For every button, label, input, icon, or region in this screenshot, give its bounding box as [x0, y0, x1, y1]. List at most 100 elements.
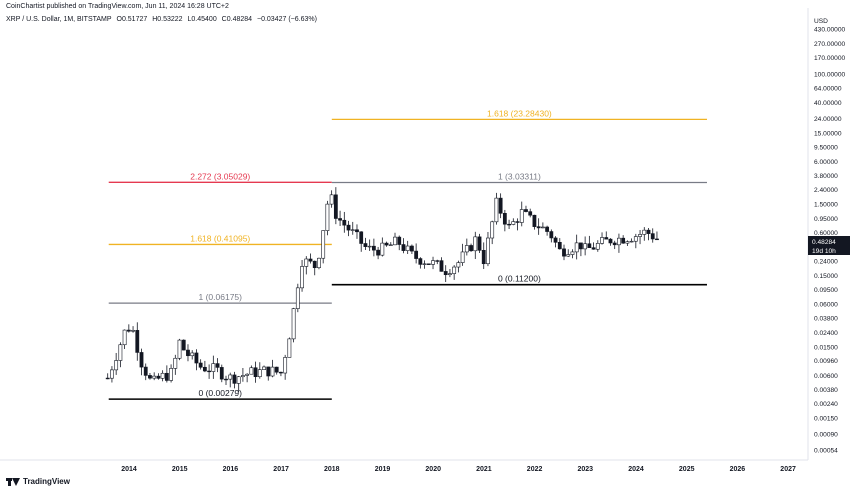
candle-body — [143, 366, 148, 376]
candle-body — [249, 367, 254, 375]
candle-body — [376, 249, 381, 256]
level-label: 0 (0.11200) — [498, 274, 541, 284]
candle-body — [515, 221, 520, 223]
x-tick-label: 2023 — [578, 466, 594, 473]
candle-body — [211, 363, 216, 372]
candle-body — [236, 376, 241, 384]
y-tick-label: 24.00000 — [814, 116, 842, 123]
y-tick-label: 0.00090 — [814, 432, 838, 439]
level-label: 2.272 (3.05029) — [190, 171, 250, 181]
time-axis: 2014 2015 2016 2017 2018 2019 2020 2021 2022 2023… — [121, 466, 796, 473]
y-tick-label: 0.09500 — [814, 287, 838, 294]
candle-body — [232, 374, 237, 384]
candle-body — [160, 372, 165, 379]
y-tick-label: 40.00000 — [814, 100, 842, 107]
ohlc-high: H0.53222 — [152, 16, 183, 23]
candle-body — [122, 329, 127, 346]
candle-body — [156, 375, 161, 379]
candle-body — [215, 363, 220, 368]
candle-body — [325, 203, 330, 231]
x-tick-label: 2017 — [273, 466, 289, 473]
y-tick-label: 0.60000 — [814, 230, 838, 237]
x-tick-label: 2015 — [172, 466, 188, 473]
y-tick-label: 0.02400 — [814, 330, 838, 337]
candle-body — [595, 243, 600, 250]
candle-body — [321, 230, 326, 259]
candle-body — [507, 223, 511, 226]
y-tick-label: 100.00000 — [814, 72, 846, 79]
y-tick-label: 0.00150 — [814, 416, 838, 423]
price-axis: 430.00000 270.00000 170.00000 100.00000 64.0… — [814, 26, 846, 454]
tradingview-brand: TradingView — [23, 477, 70, 486]
tradingview-logo[interactable]: TradingView — [6, 477, 70, 486]
candle-body — [545, 226, 550, 232]
candle-body — [617, 237, 621, 246]
y-tick-label: 0.24000 — [814, 258, 838, 265]
candle-body — [380, 242, 385, 256]
symbol-name[interactable]: XRP / U.S. Dollar, 1M, BITSTAMP — [6, 16, 112, 23]
candle-body — [464, 245, 469, 253]
candle-body — [600, 237, 604, 244]
level-label: 1 (0.06175) — [199, 292, 243, 302]
candle-body — [194, 352, 199, 364]
level-label: 1 (3.03311) — [498, 172, 541, 182]
candle-body — [342, 219, 347, 226]
candle-body — [169, 368, 173, 381]
candle-body — [198, 362, 203, 368]
candle-body — [405, 245, 410, 251]
candle-body — [350, 229, 355, 231]
candle-body — [333, 194, 338, 219]
y-tick-label: 0.01500 — [814, 344, 838, 351]
candle-body — [105, 377, 110, 380]
y-tick-label: 0.00600 — [814, 373, 838, 380]
publish-header: CoinChartist published on TradingView.co… — [6, 3, 229, 10]
candle-body — [295, 287, 300, 309]
x-tick-label: 2018 — [324, 466, 340, 473]
last-price-value: 0.48284 — [812, 239, 836, 246]
candle-body — [266, 366, 271, 377]
candle-body — [401, 244, 406, 251]
candle-body — [460, 251, 465, 263]
x-tick-label: 2016 — [223, 466, 239, 473]
countdown-value: 19d 10h — [812, 248, 836, 255]
y-tick-label: 0.00240 — [814, 401, 838, 408]
candle-body — [532, 214, 537, 227]
y-tick-label: 0.03800 — [814, 316, 838, 323]
ohlc-open: O0.51727 — [116, 16, 148, 23]
x-tick-label: 2021 — [476, 466, 492, 473]
y-tick-label: 6.00000 — [814, 159, 838, 166]
candle-body — [604, 237, 609, 240]
candle-body — [367, 245, 372, 248]
candle-body — [422, 263, 427, 265]
candle-body — [524, 209, 528, 212]
candle-body — [642, 229, 647, 235]
candle-body — [338, 218, 342, 221]
candle-body — [114, 360, 119, 371]
countdown-badge — [808, 246, 850, 255]
candle-body — [557, 242, 562, 250]
candle-body — [452, 266, 457, 274]
candle-body — [245, 373, 250, 376]
y-tick-label: 0.06000 — [814, 301, 838, 308]
candle-body — [388, 244, 393, 246]
y-tick-label: 0.15000 — [814, 273, 838, 280]
candle-body — [384, 242, 389, 246]
x-tick-label: 2024 — [628, 466, 644, 473]
candle-body — [633, 236, 638, 242]
candle-body — [139, 352, 144, 368]
candle-body — [519, 209, 524, 223]
candle-body — [110, 369, 114, 379]
y-tick-label: 0.00054 — [814, 447, 838, 454]
candle-body — [414, 250, 419, 259]
candle-body — [443, 271, 448, 276]
level-label: 1.618 (23.28430) — [487, 108, 552, 118]
candle-body — [177, 339, 182, 359]
candle-body — [587, 243, 592, 248]
candle-body — [583, 243, 588, 250]
fib-levels: 1.618 (23.28430) 2.272 (3.05029) 1 (3.0331… — [108, 108, 707, 400]
candle-body — [279, 371, 283, 374]
currency-label: USD — [814, 18, 828, 25]
candle-body — [486, 237, 490, 265]
candle-body — [562, 248, 566, 257]
